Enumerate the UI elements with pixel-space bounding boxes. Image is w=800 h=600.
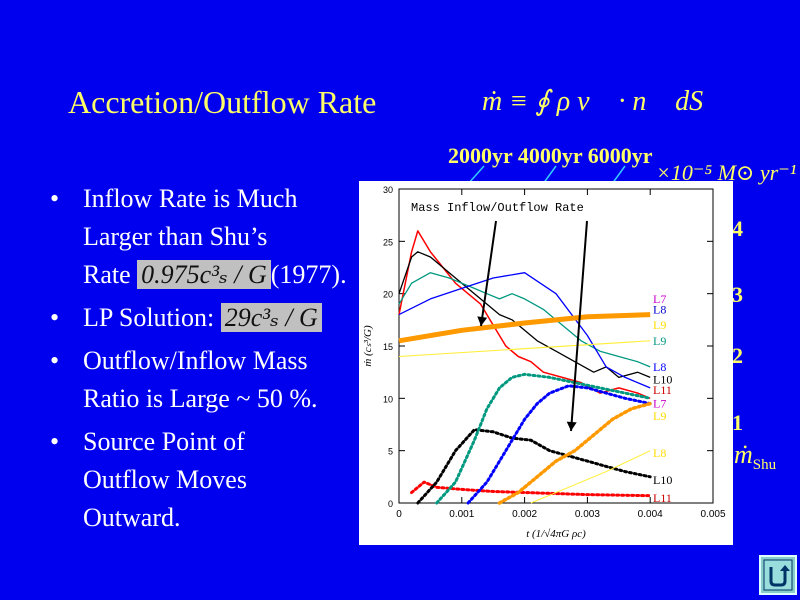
bullet-inflow-rate: • Inflow Rate is Much Larger than Shu’s … <box>50 180 380 294</box>
arrow-inflow-head <box>477 316 488 326</box>
series-lp-yellow <box>398 340 651 357</box>
series-l10-outflow <box>466 384 652 505</box>
line-label: L10 <box>653 473 672 487</box>
mshu-label: ṁShu <box>734 440 777 474</box>
line-label: L9 <box>653 334 666 348</box>
series-l9-inflow <box>398 272 651 368</box>
region-label-1: 1 <box>732 410 743 435</box>
units-label: ×10⁻⁵ M⊙ yr⁻¹ <box>656 160 797 185</box>
y-tick-label: 0 <box>388 499 393 509</box>
series-l8-inflow <box>398 251 651 379</box>
arrow-inflow <box>480 220 497 327</box>
line-label: L7 <box>653 397 666 411</box>
line-label: L9 <box>653 318 666 332</box>
region-label-4: 4 <box>732 216 743 241</box>
shu-rate-math: 0.975c³ₛ / G <box>137 260 271 289</box>
y-tick-label: 10 <box>383 394 393 404</box>
y-tick-label: 25 <box>383 237 393 247</box>
bullet-list: • Inflow Rate is Much Larger than Shu’s … <box>50 180 380 542</box>
series-l9-outflow <box>435 372 652 505</box>
chart-svg: 0 0.001 0.002 0.003 0.004 0.005 0 5 10 15 20 25 30 t … <box>359 181 733 545</box>
line-label: L11 <box>653 491 672 505</box>
y-tick-label: 15 <box>383 342 393 352</box>
region-label-2: 2 <box>732 343 743 368</box>
line-label: L8 <box>653 360 666 374</box>
bullet-source-point: • Source Point of Outflow Moves Outward. <box>50 423 380 537</box>
return-icon <box>763 559 793 591</box>
line-label: L9 <box>653 409 666 423</box>
x-tick-label: 0.005 <box>700 509 725 520</box>
series-lp-outflow <box>497 401 652 505</box>
y-tick-label: 30 <box>383 185 393 195</box>
arrow-outflow <box>570 220 588 432</box>
lp-rate-math: 29c³ₛ / G <box>220 303 322 332</box>
x-tick-label: 0.002 <box>512 509 537 520</box>
x-tick-label: 0.003 <box>575 509 600 520</box>
series-l10-inflow <box>398 272 651 389</box>
bullet-dot-icon: • <box>50 346 60 375</box>
x-tick-label: 0 <box>396 509 402 520</box>
series-l8-outflow <box>416 428 652 505</box>
series-l7-inflow <box>398 230 651 399</box>
line-label: L8 <box>653 446 666 460</box>
slide-title: Accretion/Outflow Rate <box>68 84 377 120</box>
time-labels: 2000yr 4000yr 6000yr <box>448 143 653 168</box>
bullet-lp-solution: • LP Solution: 29c³ₛ / G <box>50 299 380 337</box>
region-label-3: 3 <box>732 282 743 307</box>
bullet-dot-icon: • <box>50 427 60 456</box>
y-tick-label: 5 <box>388 447 393 457</box>
mass-rate-formula: ṁ ≡ ∮ ρ v⃗ · n⃗ dS <box>482 86 704 117</box>
line-label: L8 <box>653 302 666 316</box>
line-label: L10 <box>653 372 672 386</box>
bullet-dot-icon: • <box>50 184 60 213</box>
arrow-outflow-head <box>566 421 577 431</box>
bullet-dot-icon: • <box>50 303 60 332</box>
line-label: L11 <box>653 383 672 397</box>
series-yellow-outflow <box>530 450 651 504</box>
chart-title: Mass Inflow/Outflow Rate <box>411 201 584 215</box>
line-label: L7 <box>653 292 666 306</box>
bullet-outflow-ratio: • Outflow/Inflow Mass Ratio is Large ~ 5… <box>50 342 380 418</box>
y-axis-label: ṁ (cₛ³/G) <box>362 325 374 367</box>
x-tick-label: 0.001 <box>449 509 474 520</box>
series-lp-solution <box>398 312 651 344</box>
y-tick-label: 20 <box>383 290 393 300</box>
x-tick-label: 0.004 <box>638 509 663 520</box>
return-button[interactable] <box>759 555 797 595</box>
x-axis-label: t (1/√4πG ρc) <box>526 528 586 540</box>
mass-rate-chart: 0 0.001 0.002 0.003 0.004 0.005 0 5 10 15 20 25 30 t … <box>359 181 733 545</box>
